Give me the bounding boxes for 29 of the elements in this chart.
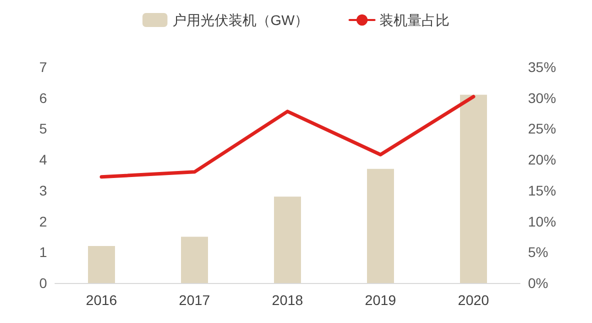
y2-tick-label: 5% [528, 244, 548, 260]
y2-tick-label: 20% [528, 152, 556, 168]
y2-tick-label: 15% [528, 182, 556, 198]
y-tick-label: 0 [39, 275, 48, 291]
y2-tick-label: 10% [528, 213, 556, 230]
y2-tick-label: 30% [528, 90, 556, 106]
x-tick-label: 2017 [178, 292, 210, 308]
bar [181, 236, 208, 283]
y2-tick-label: 25% [528, 120, 556, 137]
y-tick-label: 3 [39, 182, 48, 198]
bar [274, 196, 301, 283]
x-tick-label: 2016 [86, 292, 118, 308]
y2-tick-label: 35% [528, 59, 556, 75]
x-tick-label: 2019 [364, 292, 396, 308]
legend-label: 户用光伏装机（GW） [172, 12, 309, 28]
y-tick-label: 4 [39, 152, 48, 168]
x-tick-label: 2020 [458, 292, 490, 308]
y-tick-label: 1 [39, 244, 48, 260]
x-tick-label: 2018 [272, 292, 304, 308]
y-tick-label: 5 [39, 120, 48, 137]
y-tick-label: 2 [39, 213, 48, 230]
y-tick-label: 6 [39, 90, 48, 106]
bar [88, 246, 115, 283]
y-tick-label: 7 [39, 59, 48, 75]
line-series [100, 94, 476, 179]
y2-tick-label: 0% [528, 275, 548, 291]
legend-label: 装机量占比 [380, 12, 450, 28]
bar [460, 94, 487, 283]
bar [367, 168, 394, 283]
